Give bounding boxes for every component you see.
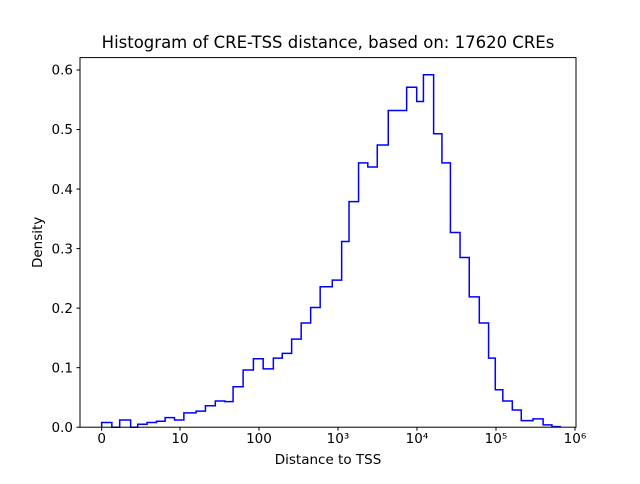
x-tick-label: 10⁶ (564, 431, 587, 447)
y-tick-label: 0.3 (52, 241, 73, 257)
y-tick-label: 0.2 (52, 301, 73, 317)
x-tick-label: 10⁵ (485, 431, 508, 447)
y-tick-label: 0.1 (52, 360, 73, 376)
x-tick-label: 100 (246, 431, 272, 447)
y-tick-label: 0.6 (52, 63, 73, 79)
y-tick-label: 0.4 (52, 182, 73, 198)
histogram-series (100, 74, 561, 428)
y-tick-label: 0.5 (52, 122, 73, 138)
x-tick-label: 10³ (327, 431, 350, 447)
y-tick-label: 0.0 (52, 420, 73, 436)
plot-title: Histogram of CRE-TSS distance, based on:… (102, 33, 555, 52)
x-tick-label: 0 (97, 431, 106, 447)
axes-background (80, 57, 576, 428)
x-tick-label: 10 (171, 431, 188, 447)
axes-ticks: 0 10 100 10³ 10⁴ 10⁵ 10⁶ 0.0 0.1 0.2 0.3 0.4 0.5 0.6 (52, 63, 587, 448)
y-axis-label: Density (30, 217, 46, 268)
x-tick-label: 10⁴ (406, 431, 429, 447)
histogram-step-line (100, 74, 561, 428)
axes-frame (79, 57, 577, 428)
x-axis-label: Distance to TSS (275, 452, 382, 468)
